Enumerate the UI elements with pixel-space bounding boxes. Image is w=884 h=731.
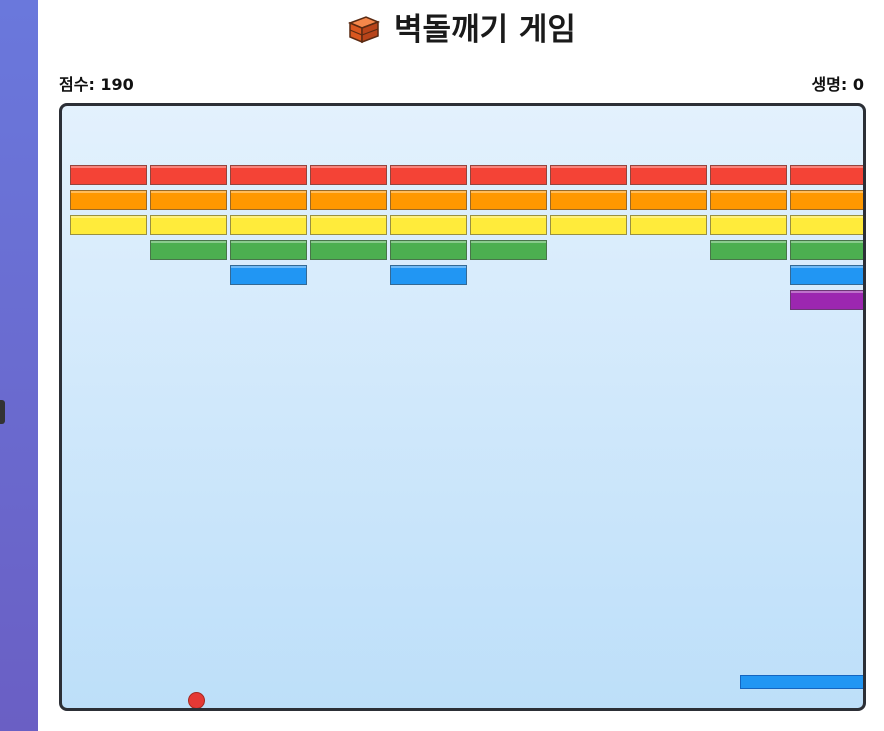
- brick-blue: [390, 265, 467, 285]
- brick-yellow: [310, 215, 387, 235]
- ball: [188, 692, 205, 708]
- brick-red: [150, 165, 227, 185]
- brick-purple: [790, 290, 863, 310]
- brick-yellow: [790, 215, 863, 235]
- brick-icon: [346, 11, 382, 45]
- brick-red: [390, 165, 467, 185]
- brick-orange: [470, 190, 547, 210]
- brick-green: [230, 240, 307, 260]
- title-text: 벽돌깨기 게임: [394, 12, 576, 48]
- brick-red: [230, 165, 307, 185]
- page-title: 벽돌깨기 게임: [0, 4, 884, 49]
- brick-blue: [230, 265, 307, 285]
- brick-orange: [310, 190, 387, 210]
- brick-green: [710, 240, 787, 260]
- brick-orange: [70, 190, 147, 210]
- brick-orange: [790, 190, 863, 210]
- brick-yellow: [630, 215, 707, 235]
- brick-red: [470, 165, 547, 185]
- brick-green: [390, 240, 467, 260]
- brick-yellow: [230, 215, 307, 235]
- brick-red: [70, 165, 147, 185]
- score-display: 점수: 190: [59, 75, 134, 94]
- brick-red: [550, 165, 627, 185]
- game-board[interactable]: [59, 103, 866, 711]
- brick-yellow: [470, 215, 547, 235]
- brick-orange: [150, 190, 227, 210]
- left-side-panel: [0, 0, 38, 731]
- brick-green: [150, 240, 227, 260]
- lives-display: 생명: 0: [811, 75, 864, 94]
- paddle[interactable]: [740, 675, 863, 689]
- brick-yellow: [710, 215, 787, 235]
- brick-orange: [230, 190, 307, 210]
- side-panel-handle[interactable]: [0, 400, 5, 424]
- brick-yellow: [70, 215, 147, 235]
- brick-yellow: [390, 215, 467, 235]
- brick-orange: [710, 190, 787, 210]
- brick-green: [790, 240, 863, 260]
- brick-orange: [630, 190, 707, 210]
- brick-green: [310, 240, 387, 260]
- brick-red: [710, 165, 787, 185]
- brick-yellow: [550, 215, 627, 235]
- brick-orange: [550, 190, 627, 210]
- brick-yellow: [150, 215, 227, 235]
- brick-green: [470, 240, 547, 260]
- brick-blue: [790, 265, 863, 285]
- brick-red: [790, 165, 863, 185]
- brick-red: [310, 165, 387, 185]
- brick-orange: [390, 190, 467, 210]
- brick-red: [630, 165, 707, 185]
